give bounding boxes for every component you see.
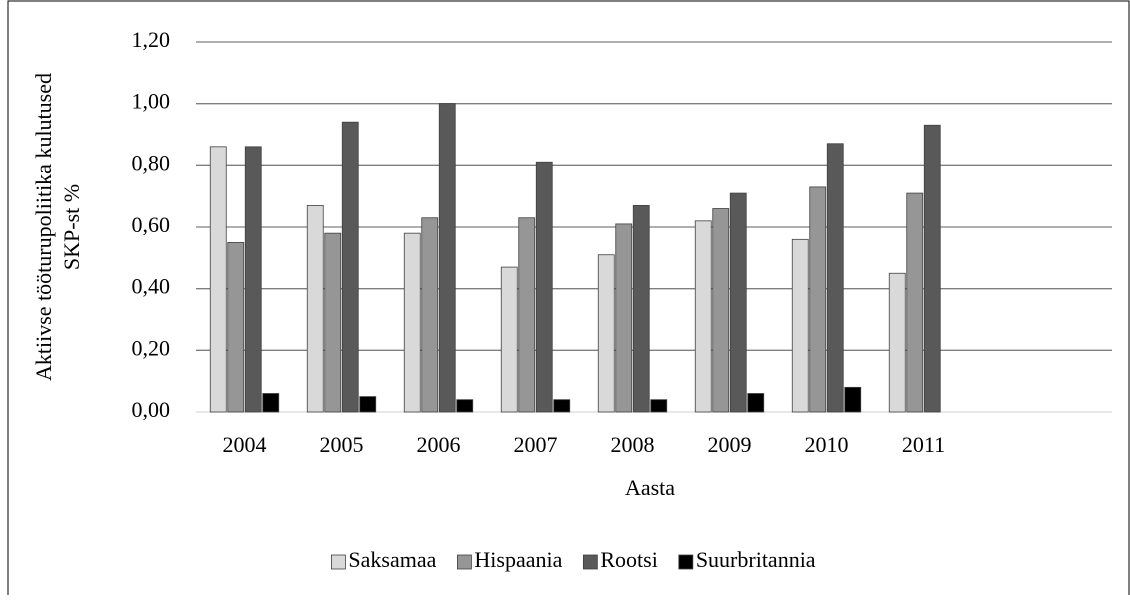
bar bbox=[421, 217, 439, 413]
legend-label: Suurbritannia bbox=[696, 547, 816, 572]
bar bbox=[262, 393, 280, 413]
y-tick-label: 0,40 bbox=[132, 274, 171, 299]
bar bbox=[694, 220, 712, 413]
x-tick-label: 2009 bbox=[708, 432, 752, 457]
bar bbox=[403, 232, 421, 413]
bar bbox=[535, 161, 553, 413]
bar bbox=[712, 208, 730, 413]
bar bbox=[597, 254, 615, 413]
x-tick-label: 2004 bbox=[223, 432, 267, 457]
y-tick-label: 1,20 bbox=[132, 27, 171, 52]
y-tick-label: 0,80 bbox=[132, 150, 171, 175]
bar bbox=[650, 399, 668, 413]
bar bbox=[923, 124, 941, 413]
bar bbox=[632, 205, 650, 413]
bar bbox=[209, 146, 227, 413]
legend-label: Hispaania bbox=[474, 547, 562, 572]
y-tick-label: 1,00 bbox=[132, 89, 171, 114]
bar bbox=[324, 232, 342, 413]
bar bbox=[844, 386, 862, 413]
bar bbox=[227, 242, 245, 413]
x-tick-label: 2007 bbox=[514, 432, 558, 457]
x-axis-label: Aasta bbox=[625, 475, 675, 500]
bar bbox=[306, 205, 324, 413]
bar bbox=[438, 103, 456, 413]
bar bbox=[615, 223, 633, 413]
bar bbox=[826, 143, 844, 413]
chart-frame bbox=[7, 0, 1130, 600]
bar bbox=[888, 272, 906, 413]
bar bbox=[729, 192, 747, 413]
x-tick-label: 2010 bbox=[805, 432, 849, 457]
y-tick-label: 0,20 bbox=[132, 335, 171, 360]
bar bbox=[791, 238, 809, 413]
x-tick-label: 2011 bbox=[902, 432, 945, 457]
bar bbox=[359, 396, 377, 413]
y-tick-label: 0,00 bbox=[132, 397, 171, 422]
bar bbox=[809, 186, 827, 413]
x-tick-label: 2006 bbox=[417, 432, 461, 457]
bar bbox=[518, 217, 536, 413]
legend-swatch bbox=[331, 554, 346, 570]
bar bbox=[244, 146, 262, 413]
bar bbox=[341, 121, 359, 413]
y-axis-label: SKP-st % bbox=[59, 184, 84, 270]
bar bbox=[553, 399, 571, 413]
x-tick-label: 2005 bbox=[320, 432, 364, 457]
y-axis-label: Aktiivse tööturupoliitika kulutused bbox=[31, 73, 56, 381]
y-tick-label: 0,60 bbox=[132, 212, 171, 237]
legend-label: Saksamaa bbox=[348, 547, 436, 572]
legend-swatch bbox=[678, 554, 694, 570]
legend-label: Rootsi bbox=[600, 547, 657, 572]
x-tick-label: 2008 bbox=[611, 432, 655, 457]
bar bbox=[456, 399, 474, 413]
bar bbox=[500, 266, 518, 413]
bar bbox=[747, 393, 765, 413]
legend-swatch bbox=[582, 554, 598, 570]
legend-swatch bbox=[456, 554, 472, 570]
bar bbox=[906, 192, 924, 413]
